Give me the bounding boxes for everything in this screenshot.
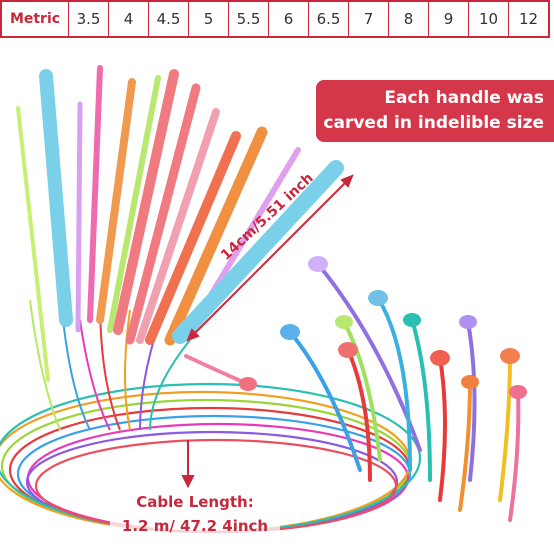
size-cell: 9 bbox=[428, 2, 468, 36]
size-cell: 3.5 bbox=[68, 2, 108, 36]
cable-length-label: Cable Length: 1.2 m/ 47.2 4inch bbox=[110, 490, 280, 538]
size-cell: 4 bbox=[108, 2, 148, 36]
metric-header: Metric bbox=[9, 11, 61, 27]
crochet-hooks bbox=[16, 65, 344, 382]
handle-length-arrow bbox=[186, 174, 354, 342]
size-cell: 12 bbox=[508, 2, 548, 36]
metric-size-table: Metric 3.5 4 4.5 5 5.5 6 6.5 7 8 9 10 12 bbox=[0, 0, 550, 38]
size-cell: 5.5 bbox=[228, 2, 268, 36]
cable-label-line-1: Cable Length: bbox=[136, 493, 254, 511]
stopper-rods bbox=[184, 256, 527, 522]
cable-label-line-2: 1.2 m/ 47.2 4inch bbox=[121, 517, 269, 535]
size-cell: 8 bbox=[388, 2, 428, 36]
banner-line-1: Each handle was bbox=[384, 88, 544, 108]
size-cell: 10 bbox=[468, 2, 508, 36]
size-cell: 4.5 bbox=[148, 2, 188, 36]
size-cell: 6 bbox=[268, 2, 308, 36]
banner-line-2: carved in indelible size bbox=[323, 113, 544, 133]
size-cell: 5 bbox=[188, 2, 228, 36]
size-cell: 7 bbox=[348, 2, 388, 36]
handle-size-banner: Each handle was carved in indelible size bbox=[316, 80, 554, 142]
cable-arrow bbox=[181, 440, 195, 489]
size-cell: 6.5 bbox=[308, 2, 348, 36]
